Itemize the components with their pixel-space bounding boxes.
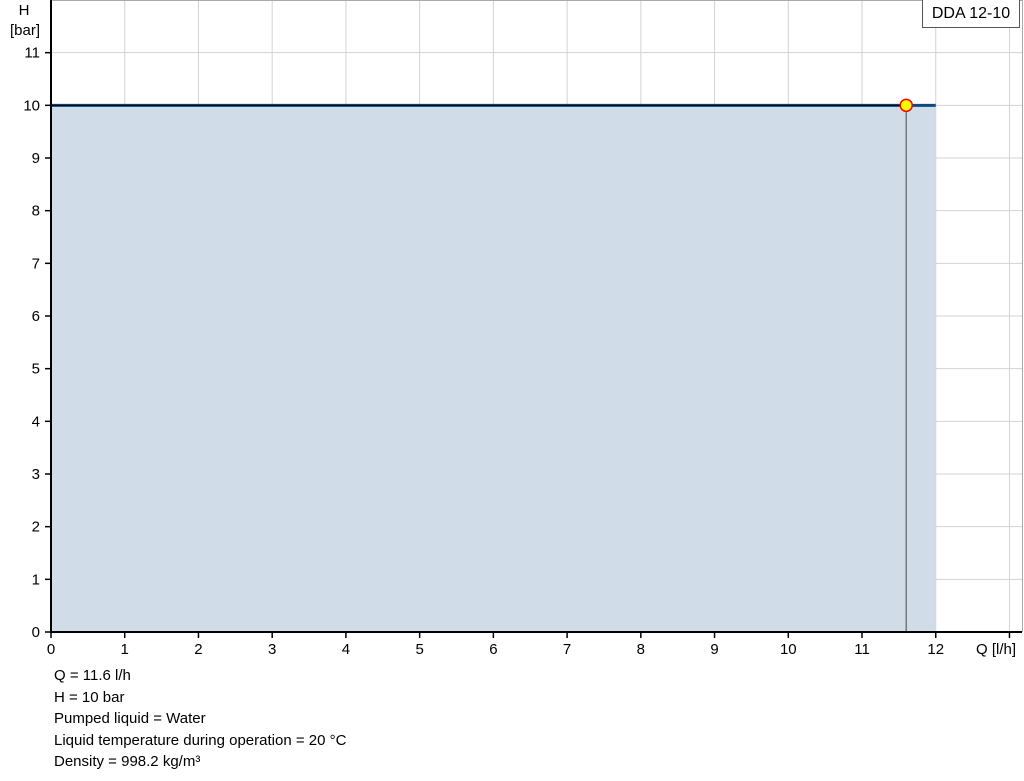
operating-area (51, 105, 936, 633)
info-temperature: Liquid temperature during operation = 20… (54, 731, 347, 749)
y-axis-label: H (19, 2, 30, 19)
x-axis-label: Q [l/h] (976, 641, 1016, 658)
duty-point-marker (899, 98, 913, 113)
y-tick-label: 6 (32, 308, 40, 325)
y-tick-label: 9 (32, 150, 40, 167)
x-tick-label: 1 (121, 641, 129, 658)
duty-point-info: Q = 11.6 l/h H = 10 bar Pumped liquid = … (54, 665, 346, 773)
x-tick-label: 6 (489, 641, 497, 658)
y-tick-label: 0 (32, 624, 40, 641)
y-axis-unit: [bar] (10, 22, 40, 39)
x-tick-label: 0 (47, 641, 55, 658)
x-tick-label: 7 (563, 641, 571, 658)
info-liquid: Pumped liquid = Water (54, 710, 206, 727)
y-tick-label: 3 (32, 466, 40, 483)
x-tick-label: 12 (927, 641, 944, 658)
info-density: Density = 998.2 kg/m³ (54, 753, 201, 770)
x-tick-label: 2 (194, 641, 202, 658)
x-tick-label: 11 (854, 641, 870, 658)
x-tick-label: 3 (268, 641, 276, 658)
x-tick-label: 8 (637, 641, 645, 658)
y-tick-label: 11 (24, 45, 40, 62)
y-tick-label: 4 (32, 413, 40, 430)
y-tick-label: 2 (32, 519, 40, 536)
y-tick-label: 1 (32, 571, 40, 588)
x-tick-label: 10 (780, 641, 797, 658)
y-tick-label: 10 (23, 97, 40, 114)
y-tick-label: 7 (32, 255, 40, 272)
x-tick-label: 4 (342, 641, 350, 658)
x-tick-label: 9 (710, 641, 718, 658)
legend-label: DDA 12-10 (922, 0, 1020, 28)
info-head: H = 10 bar (54, 688, 125, 706)
y-tick-label: 8 (32, 203, 40, 220)
y-tick-label: 5 (32, 361, 40, 378)
x-tick-label: 5 (415, 641, 423, 658)
info-flow: Q = 11.6 l/h (54, 667, 131, 684)
